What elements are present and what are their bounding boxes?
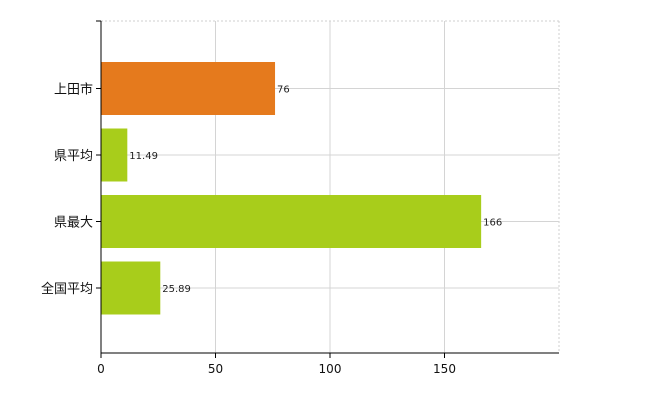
bar	[101, 261, 161, 315]
category-label: 県平均	[54, 149, 93, 164]
x-tick-label: 150	[433, 362, 456, 376]
data-label: 25.89	[162, 284, 191, 295]
x-tick-label: 100	[319, 362, 342, 376]
data-label: 76	[277, 85, 290, 96]
x-tick-label: 50	[208, 362, 223, 376]
labels: 76 上田市 11.49 県平均 166 県最大 25.89 全国平均 0 50 100 150	[41, 82, 502, 377]
category-label: 県最大	[54, 216, 93, 231]
category-label: 上田市	[54, 82, 93, 98]
axes	[96, 20, 559, 358]
bar	[101, 195, 482, 248]
data-label: 166	[483, 218, 502, 229]
category-label: 全国平均	[41, 281, 93, 297]
data-label: 11.49	[129, 151, 158, 162]
x-tick-label: 0	[97, 362, 105, 376]
bar	[101, 62, 276, 115]
bar	[101, 128, 128, 182]
bars	[101, 62, 482, 315]
